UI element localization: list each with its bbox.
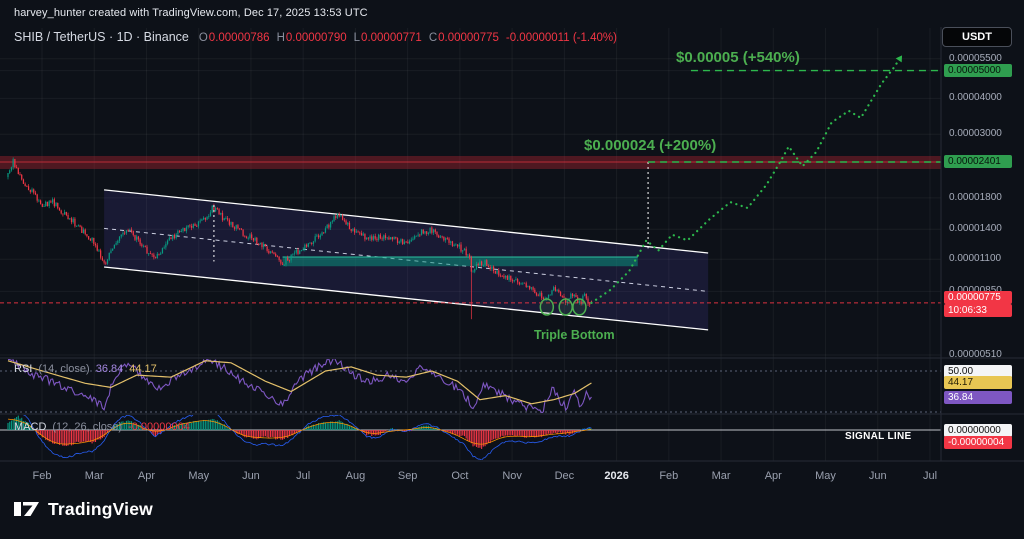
channel-lower-line[interactable]	[104, 266, 709, 331]
macd-params: (12, 26, close)	[52, 421, 123, 433]
price-target-upper-label[interactable]: $0.00005 (+540%)	[676, 49, 800, 66]
close-label: C	[428, 32, 438, 44]
rsi-title: RSI	[14, 363, 33, 375]
low-label: L	[353, 32, 361, 44]
rsi-value-badge: 36.84	[944, 391, 1012, 405]
price-target-mid-label[interactable]: $0.000024 (+200%)	[584, 137, 717, 154]
open-value: 0.00000786	[208, 32, 270, 44]
support-zone[interactable]	[282, 257, 638, 267]
time-axis-label: Apr	[764, 470, 782, 482]
channel-upper-line[interactable]	[104, 189, 709, 254]
time-axis-label: May	[815, 470, 836, 482]
rsi-ma-line	[7, 360, 592, 405]
macd-title: MACD	[14, 421, 47, 433]
triple-bottom-cup[interactable]	[539, 298, 555, 316]
price-axis-label: 0.00001800	[949, 191, 1002, 203]
macd-pane[interactable]	[0, 409, 941, 461]
triple-bottom-cup[interactable]	[572, 298, 587, 316]
price-axis-label: 0.00003000	[949, 128, 1002, 140]
macd-zero-badge: 0.00000000	[944, 423, 1012, 437]
rsi-pane[interactable]	[0, 357, 941, 414]
price-axis-label: 0.00001400	[949, 223, 1002, 235]
time-axis[interactable]: Feb Mar Apr May Jun Jul Aug Sep Oct Nov Dec 2026 Feb…	[0, 462, 941, 488]
price-axis-label: 0.00004000	[949, 92, 1002, 104]
tradingview-logo-icon	[14, 502, 39, 516]
time-axis-label: Mar	[711, 470, 731, 482]
rsi-line	[7, 359, 592, 413]
time-axis-label: Jul	[296, 470, 311, 482]
price-axis[interactable]: 0.00005500 0.00004000 0.00003000 0.00001800…	[942, 0, 1024, 461]
projection-arrowhead	[895, 55, 903, 63]
rsi-params: (14, close)	[38, 363, 90, 375]
rsi-ma-badge: 44.17	[944, 376, 1012, 390]
rsi-legend[interactable]: RSI (14, close) 36.84 44.17	[14, 363, 157, 375]
macd-legend[interactable]: MACD (12, 26, close) -0.00000004	[14, 421, 190, 433]
time-axis-label: Dec	[554, 470, 575, 482]
price-target-badge: 0.00005000	[944, 63, 1012, 77]
time-axis-label: Nov	[502, 470, 522, 482]
tradingview-logo-text: TradingView	[48, 498, 153, 519]
channel-mid-line[interactable]	[104, 227, 709, 292]
high-label: H	[276, 32, 285, 44]
time-axis-label: Mar	[84, 470, 104, 482]
time-axis-label: Apr	[137, 470, 156, 482]
symbol-legend: SHIB / TetherUS · 1D · Binance O 0.000007…	[14, 30, 617, 44]
price-target-badge: 0.00002401	[944, 155, 1012, 168]
time-axis-label: Jun	[868, 470, 887, 482]
pane-separators	[0, 27, 1024, 462]
macd-current-value: -0.00000004	[128, 421, 190, 433]
attribution-text: harvey_hunter created with TradingView.c…	[14, 7, 368, 19]
macd-signal-line	[7, 418, 592, 445]
time-axis-label: Aug	[345, 470, 366, 482]
rsi-current-value: 36.84	[95, 363, 124, 375]
time-axis-label: Feb	[32, 470, 52, 482]
time-axis-label: Feb	[659, 470, 679, 482]
candle-countdown-badge: 10:06:33	[944, 303, 1012, 317]
time-axis-label: May	[188, 470, 210, 482]
change-value: -0.00000011 (-1.40%)	[505, 32, 617, 44]
high-value: 0.00000790	[285, 32, 347, 44]
time-axis-label: Oct	[451, 470, 469, 482]
macd-signal-badge: -0.00000004	[944, 436, 1012, 450]
time-axis-label: 2026	[604, 470, 629, 482]
rsi-ma-value: 44.17	[129, 363, 157, 375]
triple-bottom-label[interactable]: Triple Bottom	[534, 328, 615, 342]
macd-line	[23, 415, 592, 460]
time-axis-label: Sep	[397, 470, 418, 482]
currency-toggle-button[interactable]: USDT	[942, 27, 1012, 47]
price-axis-label: 0.00000510	[949, 349, 1002, 361]
signal-line-label[interactable]: SIGNAL LINE	[845, 431, 912, 442]
symbol-title[interactable]: SHIB / TetherUS · 1D · Binance	[14, 30, 189, 44]
open-label: O	[198, 32, 208, 44]
price-axis-label: 0.00001100	[949, 253, 1002, 265]
last-price-badge: 0.00000775	[944, 290, 1012, 304]
triple-bottom-cup[interactable]	[558, 298, 573, 316]
price-axis-label: 0.00005500	[949, 52, 1002, 64]
ohlc-readout: O 0.00000786 H 0.00000790 L 0.00000771 C 0.0…	[199, 32, 617, 44]
time-axis-label: Jul	[922, 470, 938, 482]
close-value: 0.00000775	[438, 32, 499, 44]
low-value: 0.00000771	[361, 32, 422, 44]
time-axis-label: Jun	[242, 470, 260, 482]
rsi-level-badge: 50.00	[944, 364, 1012, 378]
tradingview-logo[interactable]: TradingView	[13, 497, 153, 521]
price-pane[interactable]	[0, 54, 941, 331]
projection-path[interactable]	[590, 54, 904, 304]
